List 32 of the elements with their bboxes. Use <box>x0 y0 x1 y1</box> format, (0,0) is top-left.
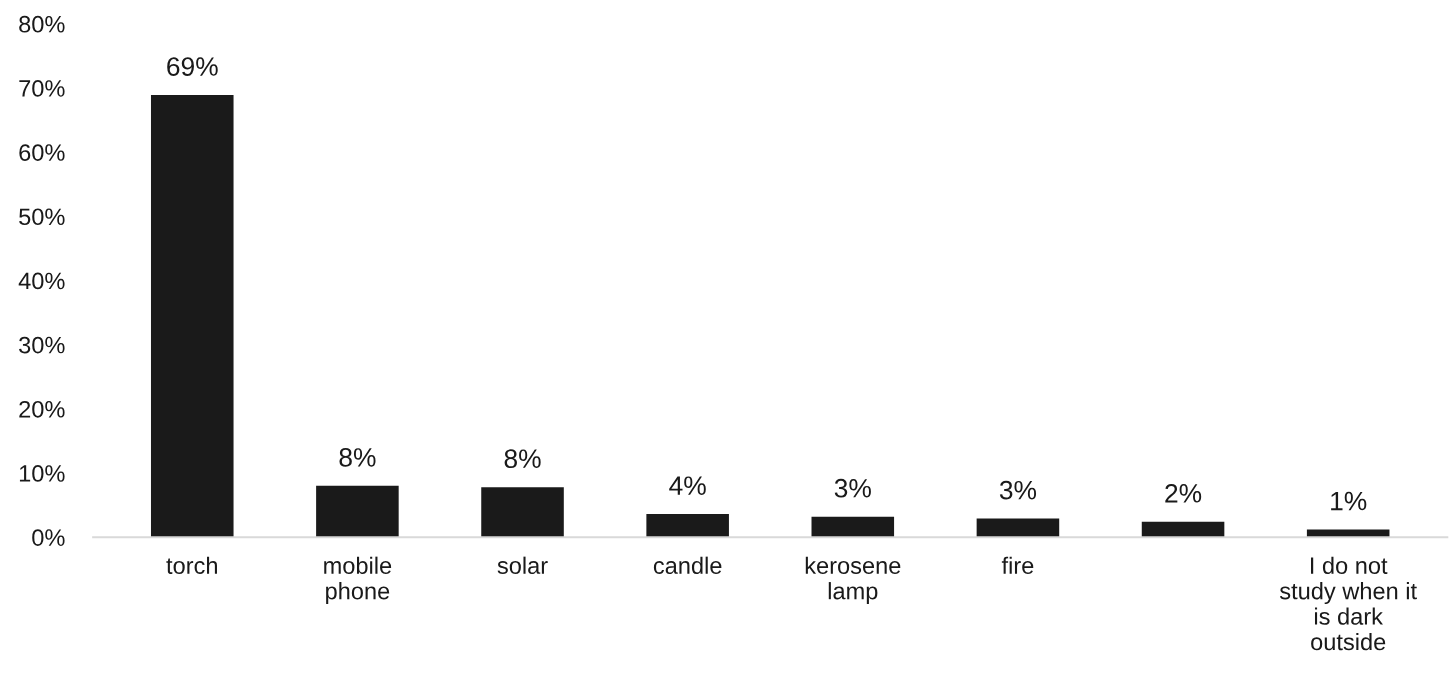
bar <box>811 516 895 538</box>
y-tick-label: 60% <box>19 144 65 161</box>
y-tick-label: 30% <box>19 336 65 354</box>
data-label: 69% <box>167 57 218 76</box>
bar <box>316 485 399 538</box>
x-tick-label: solar <box>497 556 548 574</box>
y-tick-label: 20% <box>19 400 65 418</box>
data-label: 4% <box>669 476 706 495</box>
data-label: 2% <box>1165 484 1202 503</box>
data-label: 8% <box>504 449 541 469</box>
x-tick-label: I do not study when it is dark outside <box>1279 556 1417 651</box>
data-label: 3% <box>834 478 871 498</box>
y-tick-label: 80% <box>19 15 65 33</box>
bar <box>976 518 1060 538</box>
bar <box>150 95 234 538</box>
bar <box>646 514 729 538</box>
x-tick-label: torch <box>166 556 217 574</box>
x-tick-label: kerosene lamp <box>805 556 901 605</box>
x-tick-label: candle <box>653 556 722 574</box>
x-tick-label: mobile phone <box>324 556 392 605</box>
y-tick-label: 70% <box>19 80 65 97</box>
x-tick-label: fire <box>1001 556 1034 574</box>
bar <box>1141 521 1225 538</box>
y-tick-label: 10% <box>19 465 65 482</box>
y-tick-label: 40% <box>18 272 65 290</box>
y-tick-label: 0% <box>32 529 65 546</box>
data-label: 8% <box>339 448 376 467</box>
data-label: 1% <box>1331 491 1367 511</box>
bar <box>1306 529 1390 538</box>
bar <box>481 487 564 538</box>
data-label: 3% <box>999 480 1037 500</box>
y-tick-label: 50% <box>19 208 65 226</box>
